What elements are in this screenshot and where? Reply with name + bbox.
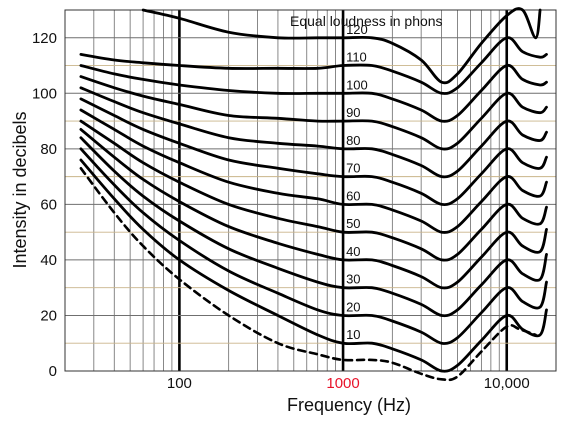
phon-label-60: 60 xyxy=(346,188,360,203)
y-tick-label: 60 xyxy=(40,196,57,213)
phon-curve-20 xyxy=(79,147,548,345)
grid xyxy=(64,9,557,372)
x-tick-label: 100 xyxy=(167,375,192,392)
phon-label-10: 10 xyxy=(346,327,360,342)
phon-curve-80 xyxy=(79,86,548,179)
y-tick-label: 40 xyxy=(40,252,57,269)
phon-curve-70 xyxy=(79,97,548,207)
plot-frame xyxy=(64,9,557,372)
phon-curve-110 xyxy=(79,36,548,95)
phon-curve-40 xyxy=(79,128,548,290)
phon-label-120: 120 xyxy=(346,22,368,37)
phon-label-80: 80 xyxy=(346,133,360,148)
phon-label-30: 30 xyxy=(346,272,360,287)
x-axis-label: Frequency (Hz) xyxy=(287,395,411,415)
phon-curve-30 xyxy=(79,136,548,318)
phon-curve-120 xyxy=(141,7,542,85)
phon-label-40: 40 xyxy=(346,244,360,259)
phon-curve-50 xyxy=(79,119,548,262)
phon-label-70: 70 xyxy=(346,161,360,176)
x-tick-label: 10,000 xyxy=(484,375,530,392)
phon-curve-10 xyxy=(79,158,548,373)
y-tick-label: 80 xyxy=(40,141,57,158)
legend-title: Equal loudness in phons xyxy=(290,13,443,29)
y-tick-label: 120 xyxy=(32,30,57,47)
y-axis-label: Intensity in decibels xyxy=(10,111,30,268)
phon-curve-60 xyxy=(79,108,548,234)
phon-label-90: 90 xyxy=(346,105,360,120)
phon-label-50: 50 xyxy=(346,216,360,231)
y-tick-label: 0 xyxy=(49,363,57,380)
phon-label-20: 20 xyxy=(346,299,360,314)
labels: 10 20 30 40 50 60 70 80 90 100 110 120 0 20 40 60 80 100 1… xyxy=(32,22,530,392)
y-tick-label: 100 xyxy=(32,85,57,102)
phon-curve-90 xyxy=(79,75,548,151)
curves xyxy=(79,7,548,382)
x-tick-label: 1000 xyxy=(326,375,359,392)
phon-curve-100 xyxy=(79,64,548,123)
phon-label-110: 110 xyxy=(346,50,367,65)
y-tick-label: 20 xyxy=(40,307,57,324)
phon-label-100: 100 xyxy=(346,77,368,92)
threshold-curve xyxy=(79,167,537,382)
